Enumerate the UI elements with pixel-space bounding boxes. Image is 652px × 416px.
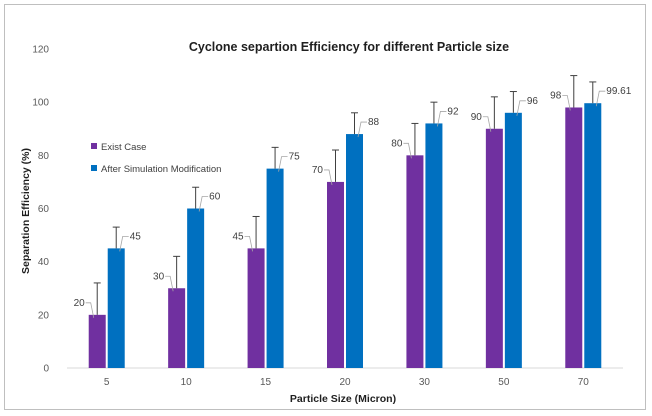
data-label-after-70: 99.61 <box>606 86 631 97</box>
bar-series <box>88 103 602 368</box>
legend-label-exist-case: Exist Case <box>101 142 146 153</box>
data-labels: 20 45 30 60 45 75 70 88 80 92 90 96 98 99.61 <box>74 86 632 318</box>
bar-after-70 <box>584 103 602 368</box>
legend-swatch-after-simulation <box>91 165 97 171</box>
data-label-exist-30: 80 <box>391 138 403 149</box>
label-leader-after-5 <box>119 235 129 252</box>
y-tick-label-80: 80 <box>38 151 50 162</box>
data-label-after-5: 45 <box>130 231 142 242</box>
label-leader-exist-70 <box>562 95 571 111</box>
bar-after-50 <box>504 112 522 368</box>
data-label-exist-5: 20 <box>74 298 86 309</box>
x-tick-label-5: 5 <box>104 377 110 388</box>
label-leader-after-70 <box>595 90 606 107</box>
label-leader-after-30 <box>437 111 447 127</box>
data-label-after-30: 92 <box>447 106 459 117</box>
y-tick-label-40: 40 <box>38 257 50 268</box>
bar-after-30 <box>425 123 443 368</box>
x-tick-label-20: 20 <box>339 377 351 388</box>
data-label-after-20: 88 <box>368 117 380 128</box>
y-tick-label-100: 100 <box>32 98 49 109</box>
error-bars <box>93 75 597 315</box>
legend-swatch-exist-case <box>91 143 97 149</box>
bar-after-20 <box>346 134 363 368</box>
label-leader-after-50 <box>516 100 526 116</box>
data-label-after-10: 60 <box>209 192 221 203</box>
label-leader-exist-30 <box>403 142 412 159</box>
legend-label-after-simulation: After Simulation Modification <box>101 164 221 175</box>
data-label-exist-50: 90 <box>471 112 483 123</box>
x-tick-label-30: 30 <box>419 377 431 388</box>
x-tick-label-70: 70 <box>578 377 590 388</box>
data-label-exist-70: 98 <box>550 90 562 101</box>
bar-exist-15 <box>247 248 265 368</box>
chart-title: Cyclone separtion Efficiency for differe… <box>189 40 509 54</box>
label-leader-after-10 <box>198 196 209 212</box>
bar-exist-30 <box>406 155 424 368</box>
y-axis-title: Separation Efficiency (%) <box>20 148 32 274</box>
bar-exist-5 <box>88 314 106 368</box>
bar-after-10 <box>187 208 205 368</box>
label-leader-after-15 <box>278 156 288 172</box>
bar-exist-70 <box>565 107 583 368</box>
y-tick-label-60: 60 <box>38 204 50 215</box>
legend: Exist Case After Simulation Modification <box>91 142 221 175</box>
bar-exist-50 <box>485 128 503 368</box>
x-axis-title: Particle Size (Micron) <box>290 393 396 405</box>
data-label-exist-20: 70 <box>312 165 324 176</box>
x-tick-labels: 5 10 15 20 30 50 70 <box>104 377 589 388</box>
label-leader-exist-20 <box>324 169 333 185</box>
x-tick-label-10: 10 <box>181 377 193 388</box>
chart-frame: Cyclone separtion Efficiency for differe… <box>4 4 646 410</box>
bar-exist-10 <box>168 288 186 368</box>
x-tick-label-50: 50 <box>498 377 510 388</box>
bar-exist-20 <box>327 181 344 368</box>
data-label-exist-15: 45 <box>232 231 244 242</box>
y-tick-label-120: 120 <box>32 45 49 56</box>
data-label-after-15: 75 <box>289 152 301 163</box>
label-leader-exist-10 <box>165 275 174 292</box>
y-tick-label-0: 0 <box>43 364 49 375</box>
label-leader-exist-5 <box>85 302 95 318</box>
label-leader-exist-15 <box>244 235 253 252</box>
bar-after-5 <box>107 248 125 368</box>
label-leader-after-20 <box>357 121 367 138</box>
data-label-after-50: 96 <box>527 96 539 107</box>
label-leader-exist-50 <box>482 116 492 132</box>
data-label-exist-10: 30 <box>153 271 165 282</box>
y-tick-labels: 0 20 40 60 80 100 120 <box>32 45 49 375</box>
x-tick-label-15: 15 <box>260 377 272 388</box>
chart-svg: Cyclone separtion Efficiency for differe… <box>20 40 632 405</box>
y-tick-label-20: 20 <box>38 310 50 321</box>
bar-after-15 <box>266 168 284 368</box>
